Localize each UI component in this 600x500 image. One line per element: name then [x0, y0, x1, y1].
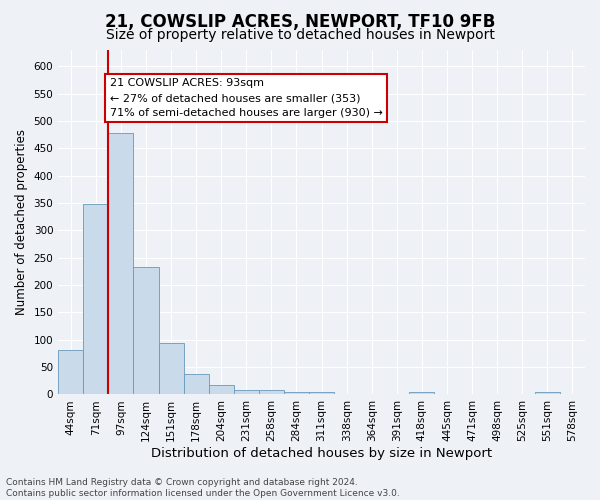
- Bar: [158, 342, 184, 394]
- Bar: [259, 390, 284, 394]
- Bar: [209, 385, 234, 394]
- Text: Contains HM Land Registry data © Crown copyright and database right 2024.
Contai: Contains HM Land Registry data © Crown c…: [6, 478, 400, 498]
- Bar: [409, 392, 434, 394]
- Bar: [234, 390, 259, 394]
- Bar: [309, 392, 334, 394]
- Bar: [535, 392, 560, 394]
- X-axis label: Distribution of detached houses by size in Newport: Distribution of detached houses by size …: [151, 447, 492, 460]
- Bar: [83, 204, 109, 394]
- Bar: [284, 392, 309, 394]
- Bar: [133, 266, 158, 394]
- Text: Size of property relative to detached houses in Newport: Size of property relative to detached ho…: [106, 28, 494, 42]
- Text: 21 COWSLIP ACRES: 93sqm
← 27% of detached houses are smaller (353)
71% of semi-d: 21 COWSLIP ACRES: 93sqm ← 27% of detache…: [110, 78, 382, 118]
- Bar: [184, 374, 209, 394]
- Bar: [58, 350, 83, 395]
- Bar: [109, 133, 133, 394]
- Text: 21, COWSLIP ACRES, NEWPORT, TF10 9FB: 21, COWSLIP ACRES, NEWPORT, TF10 9FB: [105, 12, 495, 30]
- Y-axis label: Number of detached properties: Number of detached properties: [15, 129, 28, 315]
